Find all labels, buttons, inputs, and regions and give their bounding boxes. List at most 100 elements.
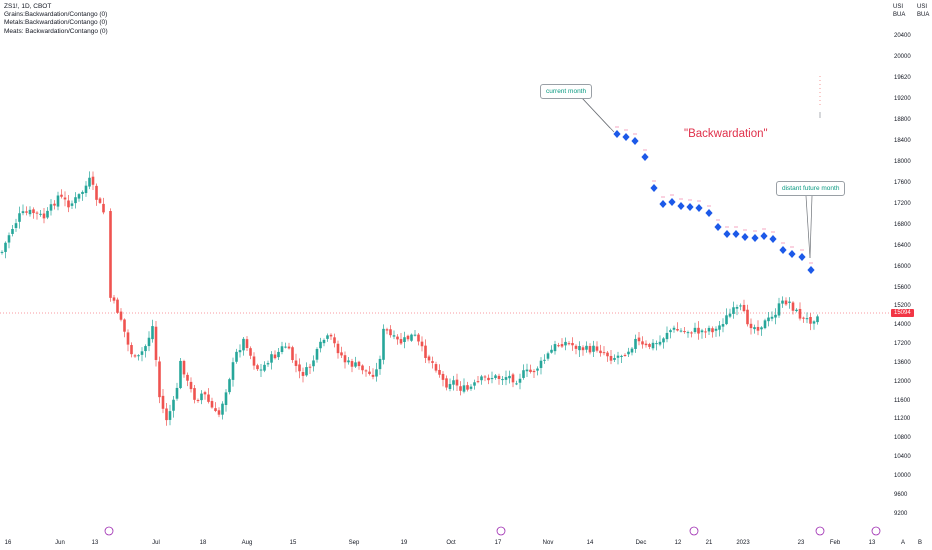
candle[interactable] — [116, 297, 119, 314]
candle[interactable] — [809, 313, 812, 331]
candle[interactable] — [175, 382, 179, 401]
candle[interactable] — [749, 318, 753, 335]
current-month-label[interactable]: current month — [540, 84, 593, 99]
candle[interactable] — [347, 356, 350, 365]
candle[interactable] — [497, 373, 501, 385]
candle[interactable] — [263, 361, 266, 373]
candle[interactable] — [284, 342, 287, 349]
candle[interactable] — [35, 211, 39, 220]
candle[interactable] — [595, 341, 599, 353]
candle[interactable] — [182, 359, 186, 378]
candle[interactable] — [602, 346, 606, 356]
candle[interactable] — [256, 363, 259, 371]
futures-contract-point[interactable] — [788, 246, 796, 258]
candle[interactable] — [417, 333, 420, 346]
candle[interactable] — [56, 191, 60, 211]
candle[interactable] — [641, 336, 644, 349]
candle[interactable] — [746, 304, 749, 327]
candle[interactable] — [721, 318, 725, 333]
candle[interactable] — [543, 354, 546, 364]
candle[interactable] — [42, 207, 46, 224]
candle[interactable] — [466, 381, 469, 392]
candle[interactable] — [532, 369, 536, 379]
candle[interactable] — [119, 308, 123, 322]
candle[interactable] — [735, 304, 739, 316]
candle[interactable] — [487, 374, 490, 385]
futures-contract-point[interactable] — [650, 180, 658, 192]
candle[interactable] — [228, 377, 231, 395]
candle[interactable] — [242, 337, 245, 356]
candle[interactable] — [151, 319, 154, 343]
event-marker[interactable] — [871, 526, 881, 536]
candle[interactable] — [385, 327, 389, 335]
futures-contract-point[interactable] — [741, 229, 749, 241]
candle[interactable] — [798, 302, 802, 321]
candle[interactable] — [392, 330, 396, 340]
candle[interactable] — [98, 196, 102, 205]
candle[interactable] — [718, 321, 721, 337]
candle[interactable] — [165, 402, 168, 426]
candle[interactable] — [788, 297, 791, 309]
candle[interactable] — [294, 353, 298, 373]
candle[interactable] — [679, 328, 683, 333]
candle[interactable] — [277, 348, 280, 360]
candle[interactable] — [816, 314, 819, 325]
candle[interactable] — [445, 375, 448, 391]
futures-contract-point[interactable] — [659, 196, 667, 208]
futures-contract-point[interactable] — [677, 198, 685, 210]
candle[interactable] — [553, 340, 557, 355]
candle[interactable] — [462, 378, 466, 394]
candle[interactable] — [245, 336, 249, 351]
candle[interactable] — [133, 353, 137, 358]
candle[interactable] — [207, 388, 210, 404]
candle[interactable] — [606, 351, 609, 362]
candle[interactable] — [273, 350, 277, 360]
candle[interactable] — [525, 363, 529, 378]
candle[interactable] — [480, 374, 483, 385]
candle[interactable] — [753, 324, 756, 334]
candle[interactable] — [697, 321, 700, 340]
futures-contract-point[interactable] — [705, 205, 713, 217]
candle[interactable] — [707, 325, 711, 335]
candle[interactable] — [784, 297, 788, 306]
candle[interactable] — [308, 363, 312, 374]
candle[interactable] — [81, 190, 84, 201]
candle[interactable] — [403, 331, 406, 349]
candle[interactable] — [420, 336, 424, 352]
candle[interactable] — [203, 390, 207, 400]
candle[interactable] — [613, 354, 616, 362]
candle[interactable] — [781, 296, 784, 308]
candle[interactable] — [217, 407, 221, 418]
candle[interactable] — [168, 404, 172, 426]
candle[interactable] — [760, 326, 763, 336]
candle[interactable] — [7, 232, 11, 249]
candle[interactable] — [396, 334, 399, 345]
candle[interactable] — [315, 347, 319, 363]
candle[interactable] — [648, 342, 651, 350]
candle[interactable] — [249, 346, 252, 360]
candle[interactable] — [382, 324, 385, 365]
candle[interactable] — [109, 208, 112, 302]
futures-contract-point[interactable] — [769, 231, 777, 243]
candle[interactable] — [539, 357, 543, 375]
candle[interactable] — [270, 351, 273, 370]
candle[interactable] — [74, 192, 77, 209]
candle[interactable] — [448, 378, 452, 392]
futures-contract-point[interactable] — [641, 149, 649, 161]
candle[interactable] — [123, 318, 126, 338]
candle[interactable] — [333, 333, 336, 348]
candle[interactable] — [756, 320, 760, 336]
candle[interactable] — [490, 371, 494, 384]
candle[interactable] — [711, 326, 714, 338]
candle[interactable] — [655, 340, 658, 351]
candle[interactable] — [585, 341, 588, 353]
legend-symbol[interactable]: ZS1!, 1D, CBOT — [4, 3, 52, 10]
candle[interactable] — [28, 206, 32, 217]
candle[interactable] — [112, 295, 116, 304]
futures-contract-point[interactable] — [686, 199, 694, 211]
candle[interactable] — [501, 375, 504, 386]
candle[interactable] — [739, 303, 742, 311]
candle[interactable] — [354, 356, 357, 369]
backwardation-title[interactable]: "Backwardation" — [684, 128, 768, 140]
candle[interactable] — [452, 375, 455, 391]
